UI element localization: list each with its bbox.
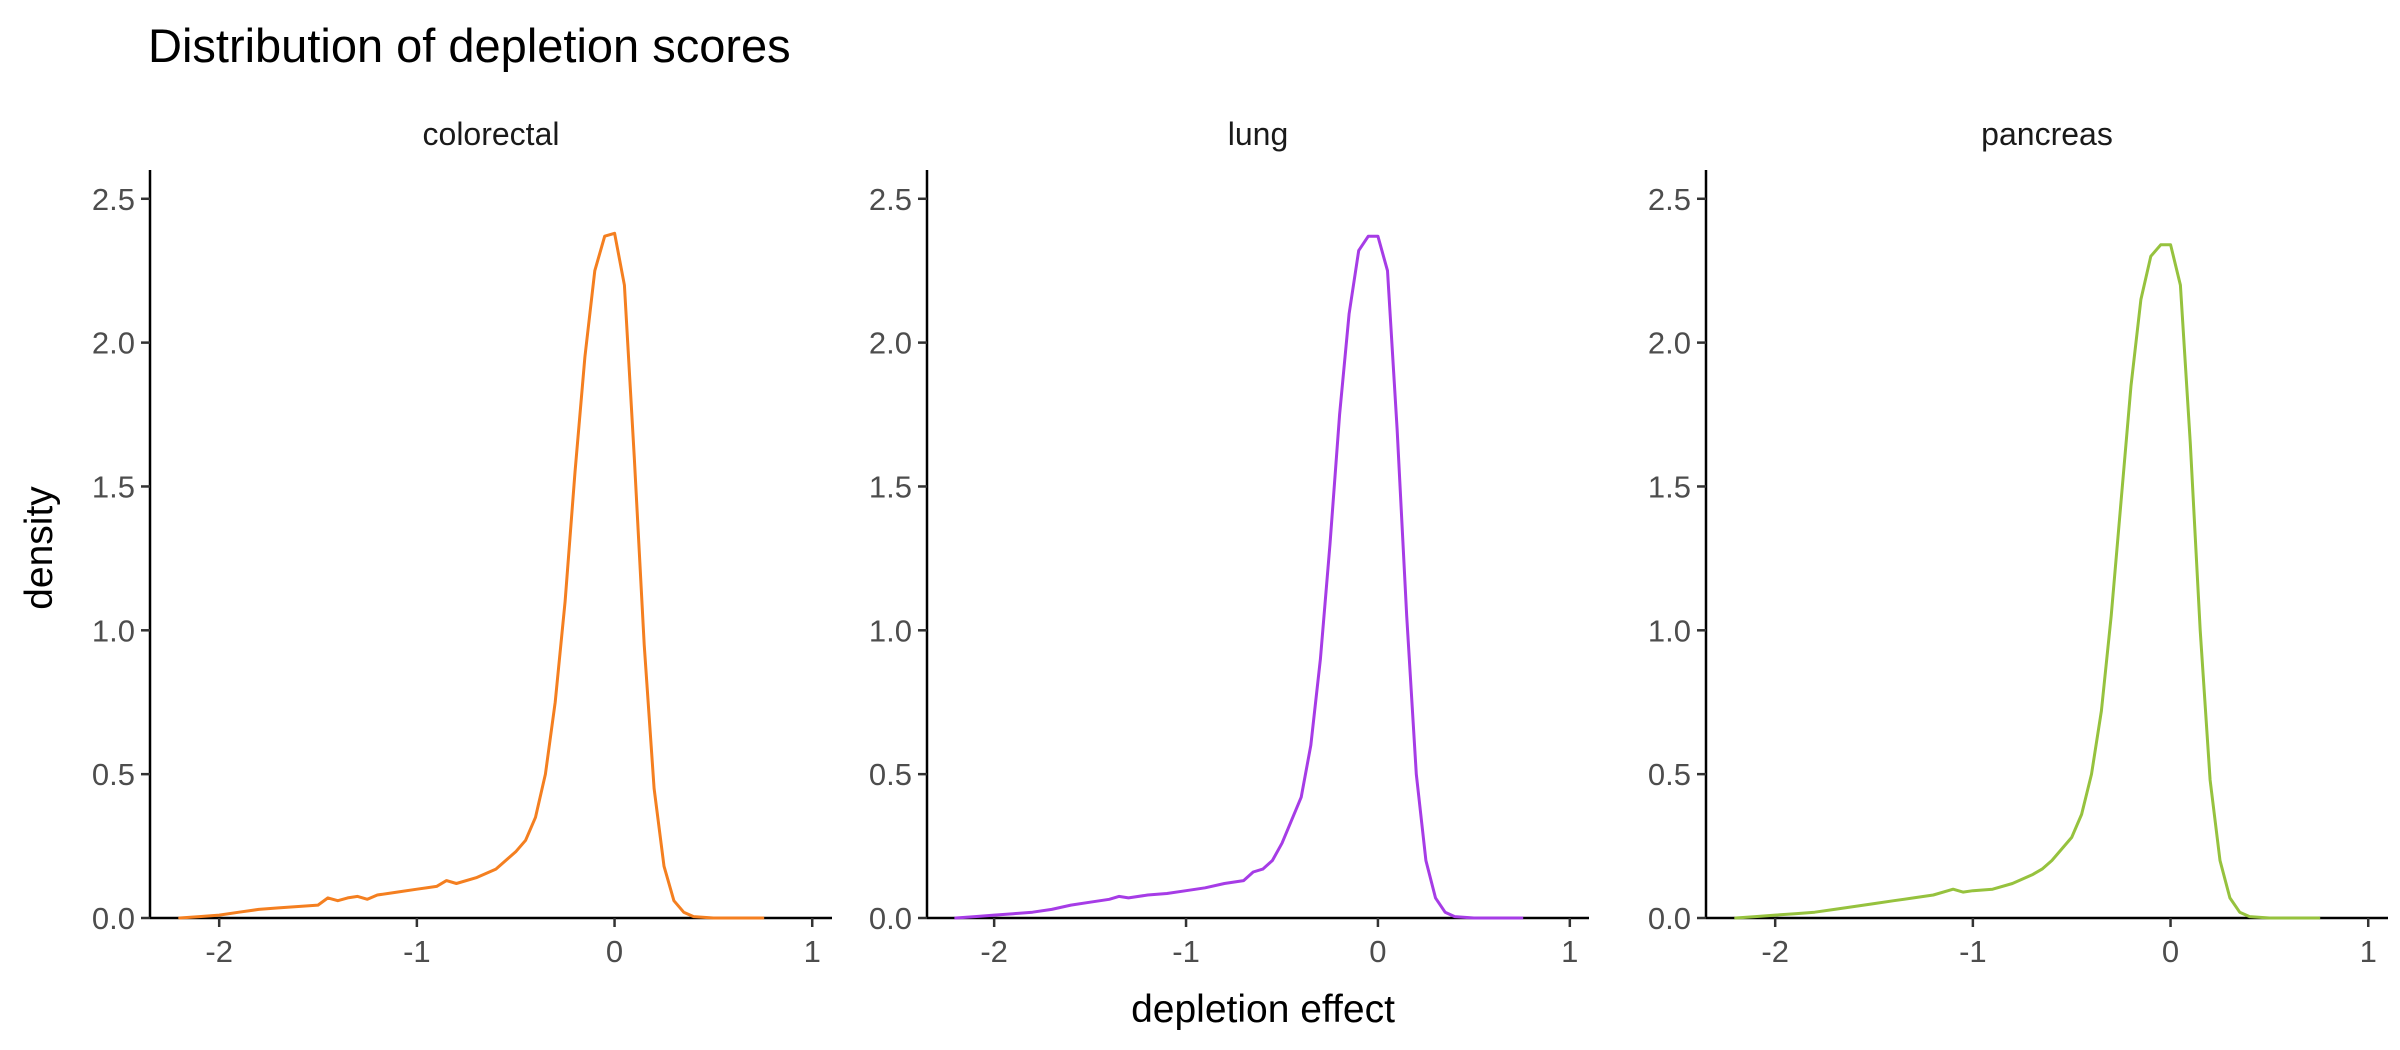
x-tick-label: -1: [403, 934, 431, 969]
density-curve-pancreas: [1734, 243, 2321, 920]
facet-colorectal: colorectal 0.0 0.5 1.0 1.5 2.0 2.5 -2 -1 0 1: [92, 116, 832, 969]
y-tick-label: 2.0: [1648, 326, 1691, 361]
y-tick-label: 2.0: [92, 326, 135, 361]
y-tick-label: 0.5: [92, 757, 135, 792]
y-axis-title: density: [18, 486, 61, 610]
y-tick-label: 1.5: [92, 469, 135, 504]
x-tick-label: 0: [2162, 934, 2179, 969]
x-tick-label: 0: [1369, 934, 1386, 969]
y-tick-label: 1.0: [869, 613, 912, 648]
y-tick-label: 1.5: [869, 469, 912, 504]
y-tick-label: 0.5: [869, 757, 912, 792]
x-tick-label: 0: [606, 934, 623, 969]
y-tick-label: 0.0: [92, 901, 135, 936]
x-tick-label: -1: [1172, 934, 1200, 969]
facet-label-lung: lung: [1228, 116, 1289, 152]
facet-lung: lung 0.0 0.5 1.0 1.5 2.0 2.5 -2 -1 0 1: [869, 116, 1589, 969]
facet-label-colorectal: colorectal: [423, 116, 560, 152]
facet-panels: colorectal 0.0 0.5 1.0 1.5 2.0 2.5 -2 -1 0 1 lung 0.…: [92, 116, 2388, 969]
y-tick-label: 1.0: [92, 613, 135, 648]
y-tick-label: 0.0: [869, 901, 912, 936]
y-tick-label: 0.5: [1648, 757, 1691, 792]
density-curve-lung: [954, 234, 1524, 920]
density-curve-colorectal: [178, 231, 765, 920]
y-tick-label: 2.5: [92, 182, 135, 217]
x-axis-title: depletion effect: [1131, 988, 1395, 1031]
chart-title: Distribution of depletion scores: [148, 19, 791, 72]
x-tick-label: -1: [1959, 934, 1987, 969]
facet-pancreas: pancreas 0.0 0.5 1.0 1.5 2.0 2.5 -2 -1 0 1: [1648, 116, 2388, 969]
x-tick-label: 1: [2360, 934, 2377, 969]
y-tick-label: 2.0: [869, 326, 912, 361]
facet-label-pancreas: pancreas: [1981, 116, 2113, 152]
y-tick-label: 0.0: [1648, 901, 1691, 936]
y-tick-label: 2.5: [1648, 182, 1691, 217]
x-tick-label: -2: [205, 934, 233, 969]
y-tick-label: 1.0: [1648, 613, 1691, 648]
x-tick-label: 1: [1561, 934, 1578, 969]
y-tick-label: 1.5: [1648, 469, 1691, 504]
y-tick-label: 2.5: [869, 182, 912, 217]
x-tick-label: 1: [804, 934, 821, 969]
x-tick-label: -2: [980, 934, 1008, 969]
x-tick-label: -2: [1761, 934, 1789, 969]
